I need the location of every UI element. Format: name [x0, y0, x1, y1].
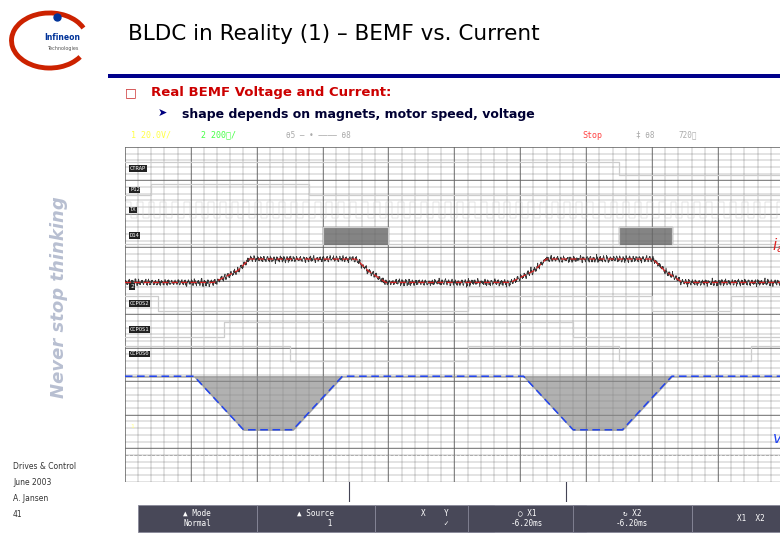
Text: A. Jansen: A. Jansen — [13, 494, 48, 503]
Text: ○ X1
-6.20ms: ○ X1 -6.20ms — [511, 509, 543, 528]
Text: 720㎡: 720㎡ — [679, 131, 697, 139]
Text: ‡ θ8: ‡ θ8 — [636, 131, 654, 139]
Text: CCPOS0: CCPOS0 — [130, 352, 150, 356]
Text: 1: 1 — [130, 424, 134, 429]
Text: shape depends on magnets, motor speed, voltage: shape depends on magnets, motor speed, v… — [182, 108, 534, 121]
Text: X    Y
     ✓: X Y ✓ — [420, 509, 448, 528]
Text: $v_{ia}$: $v_{ia}$ — [772, 433, 780, 448]
Text: TX: TX — [130, 207, 136, 212]
Text: 41: 41 — [13, 510, 23, 519]
Bar — [257, 505, 375, 532]
Text: 2 200㎡/: 2 200㎡/ — [200, 131, 236, 139]
Text: ↻ X2
-6.20ms: ↻ X2 -6.20ms — [616, 509, 648, 528]
Text: ⎯  26.0㎵s: ⎯ 26.0㎵s — [412, 131, 456, 139]
Bar — [467, 505, 587, 532]
Text: D14: D14 — [130, 233, 140, 238]
Text: 10.0㎵s/: 10.0㎵s/ — [501, 131, 536, 139]
Text: □: □ — [125, 86, 136, 99]
Text: Infineon: Infineon — [44, 33, 80, 42]
Text: June 2003: June 2003 — [13, 478, 51, 487]
Text: BLDC in Reality (1) – BEMF vs. Current: BLDC in Reality (1) – BEMF vs. Current — [128, 24, 540, 44]
Text: Drives & Control: Drives & Control — [13, 462, 76, 471]
Bar — [573, 505, 692, 532]
Text: 2: 2 — [130, 284, 134, 289]
Text: θ5 — • ———— θ8: θ5 — • ———— θ8 — [286, 131, 351, 139]
Text: Technologies: Technologies — [47, 46, 79, 51]
Text: ➤: ➤ — [158, 108, 168, 118]
Text: CCPOS2: CCPOS2 — [130, 301, 150, 306]
Text: P12: P12 — [130, 187, 140, 192]
Text: ▲ Mode
Normal: ▲ Mode Normal — [183, 509, 211, 528]
Bar — [138, 505, 257, 532]
Text: ΔX = 0.0000s: ΔX = 0.0000s — [158, 487, 222, 496]
Text: Real BEMF Voltage and Current:: Real BEMF Voltage and Current: — [151, 86, 392, 99]
Text: Never stop thinking: Never stop thinking — [50, 196, 68, 398]
Text: 1 20.0V/: 1 20.0V/ — [131, 131, 172, 139]
Bar — [375, 505, 494, 532]
Text: 1/ΔX = 0.0000Hz: 1/ΔX = 0.0000Hz — [375, 487, 456, 496]
Bar — [692, 505, 780, 532]
Text: $i_a$: $i_a$ — [772, 237, 780, 255]
Text: ▲ Source
      1: ▲ Source 1 — [297, 509, 335, 528]
Text: X1  X2: X1 X2 — [737, 514, 765, 523]
Text: Stop: Stop — [583, 131, 603, 139]
Text: CCPOS1: CCPOS1 — [130, 327, 150, 332]
Text: CTRAP: CTRAP — [130, 166, 147, 171]
Bar — [108, 74, 780, 78]
Text: ΔY(1) = 5.63V: ΔY(1) = 5.63V — [586, 487, 656, 496]
